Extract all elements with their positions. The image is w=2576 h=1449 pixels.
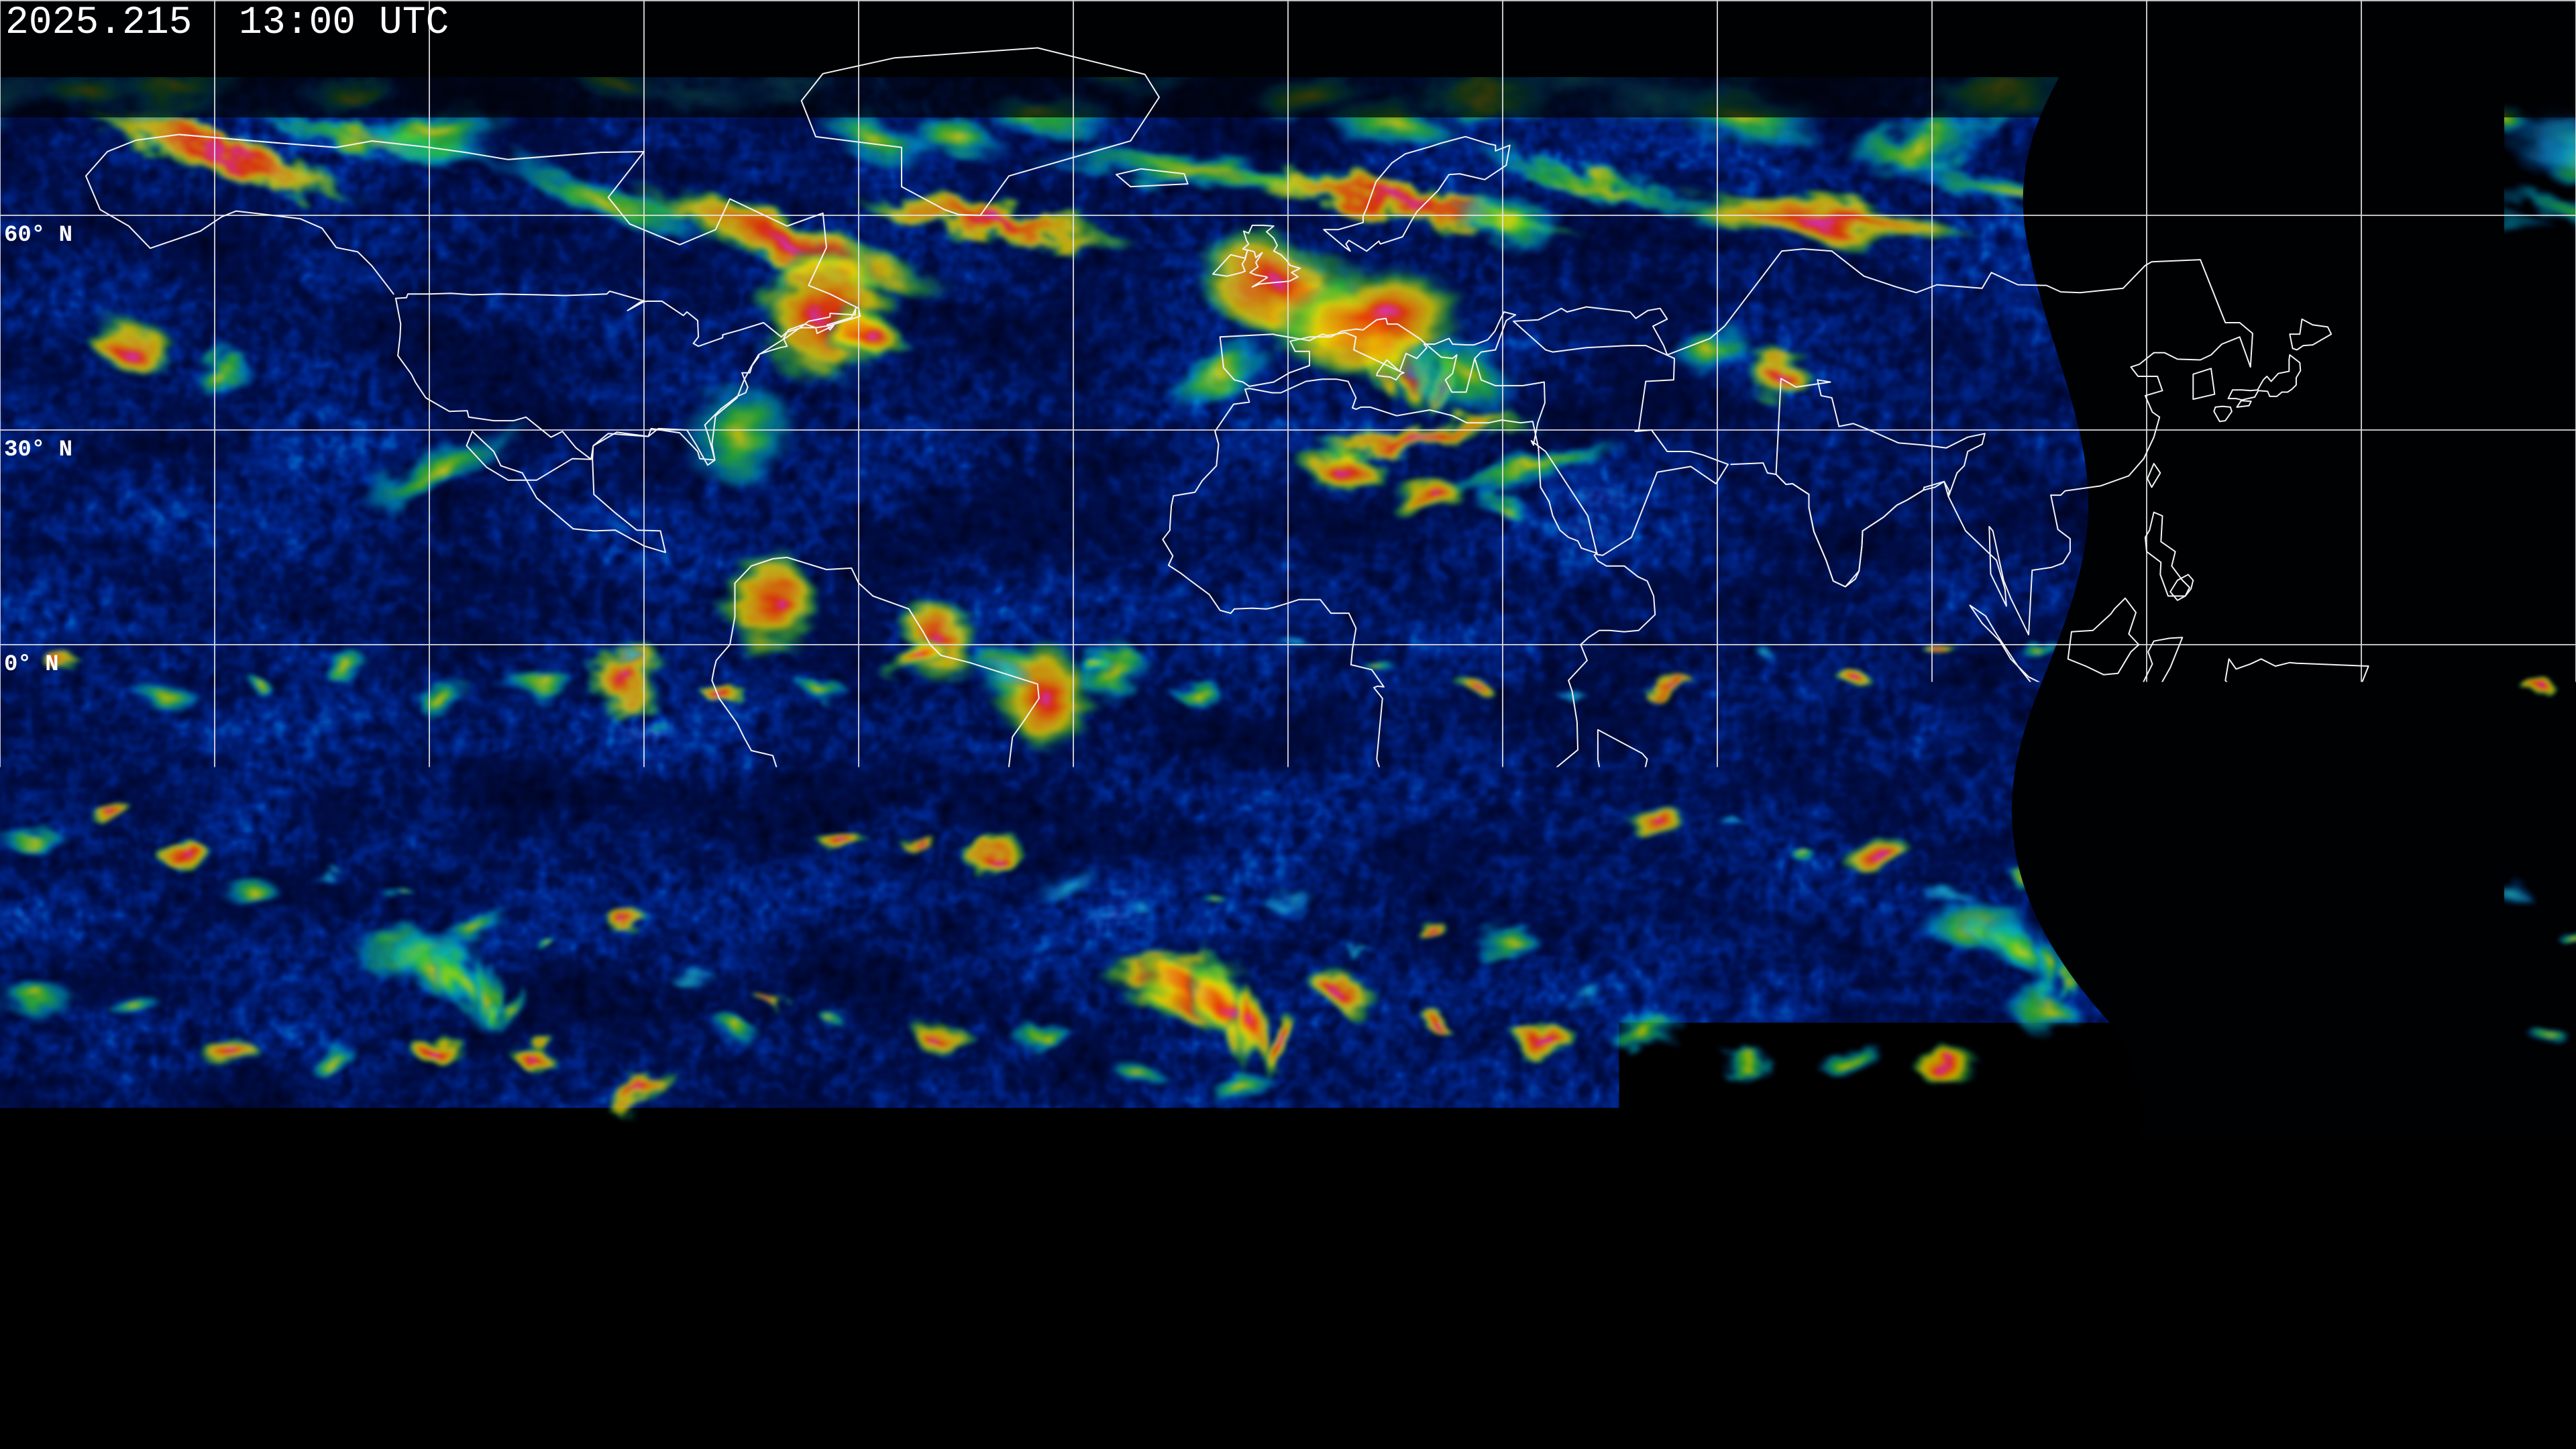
- svg-text:30° N: 30° N: [4, 437, 72, 463]
- svg-text:20: 20: [1173, 1350, 1205, 1380]
- svg-text:30° S: 30° S: [4, 867, 72, 892]
- svg-text:0° N: 0° N: [4, 652, 59, 678]
- svg-text:10: 10: [1023, 1350, 1055, 1380]
- svg-text:40: 40: [1391, 1350, 1424, 1380]
- svg-text:30: 30: [1290, 1350, 1322, 1380]
- svg-text:60: 60: [1563, 1350, 1595, 1380]
- svg-text:0: 0: [710, 1350, 726, 1380]
- svg-text:60° S: 60° S: [4, 1081, 72, 1107]
- svg-text:100: 100: [1835, 1350, 1883, 1380]
- svg-text:Cloud Optical Depth: Cloud Optical Depth: [1097, 1389, 1479, 1428]
- svg-text:50: 50: [1481, 1350, 1513, 1380]
- svg-text:60° N: 60° N: [4, 223, 72, 248]
- svg-text:70: 70: [1640, 1350, 1672, 1380]
